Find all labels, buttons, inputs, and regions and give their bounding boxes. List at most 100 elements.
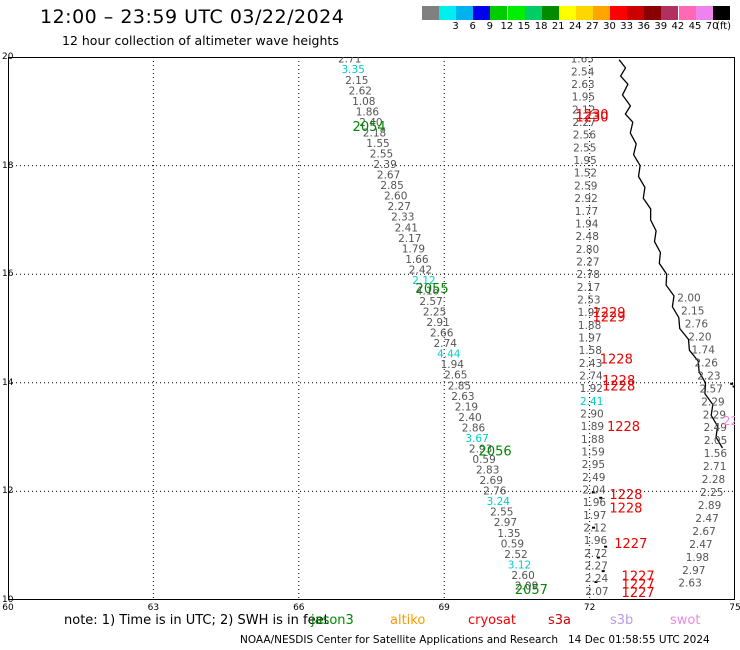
swh-value: 1.65: [571, 57, 594, 66]
latitude-label: 16: [2, 269, 14, 280]
swh-value: 2.65: [444, 370, 467, 382]
colorbar-label: 36: [637, 21, 651, 32]
longitude-label: 75: [729, 603, 740, 613]
credit-line: NOAA/NESDIS Center for Satellite Applica…: [240, 634, 558, 646]
swh-value: 2.39: [373, 159, 396, 171]
swh-value: 2.60: [384, 191, 407, 203]
island-mark: [592, 526, 596, 529]
swh-value: 2.40: [359, 117, 382, 129]
swh-value: 1.97: [578, 333, 601, 345]
pass-time-jason3: 2054: [353, 120, 386, 135]
latitude-label: 12: [2, 486, 14, 497]
colorbar-bin: [593, 6, 610, 20]
colorbar-bin: [507, 6, 525, 20]
pass-time-jason3: 2056: [479, 445, 512, 460]
swh-value: 1.95: [573, 155, 596, 167]
swh-value: 1.94: [441, 359, 465, 371]
colorbar-bin: [644, 6, 662, 20]
island-markers: [592, 382, 735, 583]
track-s3-values: 1.652.542.631.952.122.272.562.551.951.52…: [571, 57, 609, 598]
graticule: [8, 57, 735, 600]
swh-value: 2.17: [398, 233, 421, 245]
swh-value: 1.98: [686, 552, 709, 564]
swh-value: 1.35: [497, 528, 520, 540]
mission-legend-item: s3b: [610, 613, 634, 628]
swh-value: 2.80: [576, 244, 599, 256]
pass-time-jason3: 2057: [515, 583, 548, 598]
swh-value: 2.49: [704, 422, 727, 434]
swh-value: 2.25: [700, 487, 723, 499]
swh-value: 2.71: [703, 461, 726, 473]
swh-value: 4.44: [437, 349, 461, 361]
colorbar-bin: [558, 6, 576, 20]
swh-value: 2.07: [585, 586, 608, 598]
swh-value: 2.54: [571, 66, 595, 78]
swh-value: 2.74: [434, 338, 458, 350]
colorbar-label: 39: [654, 21, 668, 32]
swh-value: 3.24: [487, 496, 511, 508]
swh-value: 2.28: [702, 474, 725, 486]
pass-time-s3: 1230: [575, 111, 608, 126]
colorbar-bin: [473, 6, 491, 20]
swh-value: 3.35: [342, 64, 365, 76]
mission-legend-item: altiko: [390, 613, 426, 628]
swh-value: 2.17: [577, 282, 600, 294]
map-subtitle: 12 hour collection of altimeter wave hei…: [62, 33, 339, 48]
swh-value: 1.59: [581, 447, 604, 459]
swh-value: 1.88: [578, 320, 601, 332]
swh-value: 1.66: [405, 254, 429, 266]
swh-value: 2.09: [515, 580, 538, 592]
mission-legend-item: cryosat: [468, 613, 516, 628]
swh-value: 1.94: [575, 218, 599, 230]
swh-value: 2.15: [345, 75, 368, 87]
swh-value: 1.56: [704, 448, 728, 460]
swh-value: 1.08: [352, 96, 375, 108]
swh-value: 2.29: [701, 396, 724, 408]
swh-value: 2.00: [677, 293, 700, 305]
swh-value: 2.97: [682, 565, 705, 577]
swh-value: 1.96: [584, 535, 608, 547]
track-coastal-values: 2.002.152.762.201.742.262.232.572.292.29…: [677, 293, 735, 590]
swh-value: 1.95: [572, 92, 595, 104]
swh-value: 2.43: [579, 358, 602, 370]
swh-value: 2.53: [577, 294, 600, 306]
swh-value: 2.67: [377, 170, 400, 182]
colorbar-label: 33: [620, 21, 633, 32]
colorbar-bin: [490, 6, 508, 20]
pass-time-s3: 1228: [609, 502, 642, 517]
island-mark: [604, 545, 608, 548]
swh-value: 2.78: [577, 269, 600, 281]
swh-value: 2.69: [480, 475, 503, 487]
latitude-label: 14: [2, 377, 14, 388]
swh-value: 2.52: [504, 549, 527, 561]
swh-value: 2.41: [580, 396, 603, 408]
swot-value: 22: [723, 414, 735, 428]
footer-note: note: 1) Time is in UTC; 2) SWH is in fe…: [64, 613, 329, 628]
swh-value: 2.89: [698, 500, 721, 512]
swh-value: 2.74: [579, 371, 603, 383]
pass-time-s3: 1228: [602, 380, 635, 395]
swh-value: 2.04: [582, 485, 606, 497]
swh-value: 1.92: [580, 383, 603, 395]
swh-value: 0.59: [501, 538, 524, 550]
colorbar-bin: [661, 6, 679, 20]
swh-value: 2.29: [703, 409, 726, 421]
swh-value: 1.77: [575, 206, 598, 218]
swh-value: 2.47: [689, 539, 712, 551]
pass-time-s3: 1228: [609, 488, 642, 503]
swh-value: 2.27: [572, 117, 595, 129]
latitude-label: 18: [2, 160, 14, 171]
swh-value: 2.63: [451, 391, 474, 403]
island-mark: [730, 382, 734, 385]
swh-value: 2.63: [678, 578, 701, 590]
swh-value: 2.26: [695, 357, 719, 369]
swh-value: 1.86: [356, 106, 380, 118]
swh-value: 1.79: [402, 243, 425, 255]
swh-value: 2.91: [426, 317, 449, 329]
colorbar-bin: [439, 6, 457, 20]
swh-value: 2.90: [580, 409, 603, 421]
longitude-label: 66: [293, 603, 305, 613]
colorbar-unit: (ft): [716, 21, 732, 32]
map-title: 12:00 – 23:59 UTC 03/22/2024: [40, 6, 345, 28]
swh-value: 2.27: [576, 256, 599, 268]
